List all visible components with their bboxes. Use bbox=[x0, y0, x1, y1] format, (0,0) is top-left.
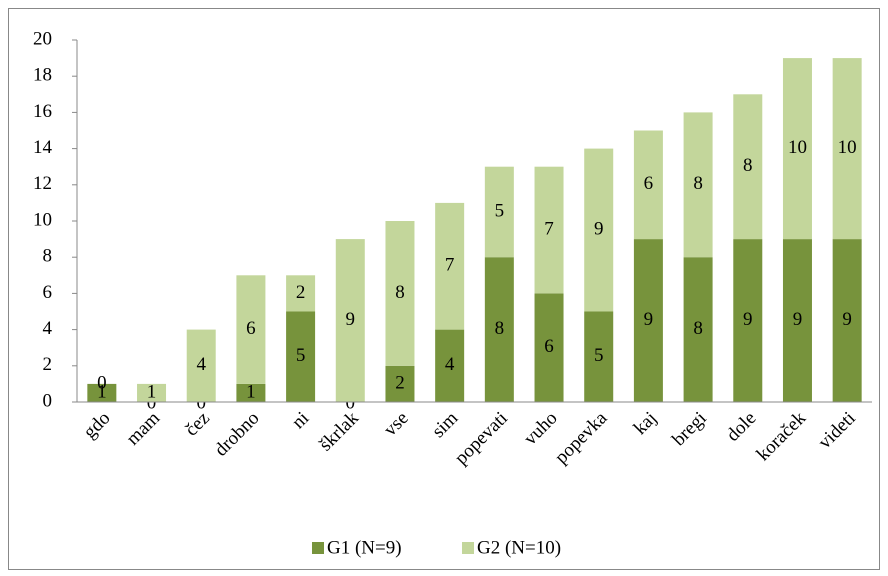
bar-segment bbox=[584, 148, 614, 312]
data-label: 9 bbox=[594, 218, 604, 239]
bar-segment bbox=[683, 257, 713, 402]
y-tick-label: 20 bbox=[33, 28, 52, 49]
data-label: 6 bbox=[544, 336, 554, 357]
bar-segment bbox=[286, 311, 316, 402]
data-label: 5 bbox=[594, 345, 604, 366]
data-label: 1 bbox=[97, 381, 107, 402]
y-tick-label: 14 bbox=[33, 137, 53, 158]
bar-segment bbox=[236, 275, 266, 384]
y-tick-label: 0 bbox=[43, 390, 53, 411]
bar-segment bbox=[832, 239, 862, 402]
data-label: 1 bbox=[147, 381, 157, 402]
bar-segment bbox=[385, 365, 415, 402]
data-label: 8 bbox=[495, 318, 505, 339]
bar-segment bbox=[435, 202, 465, 330]
bar-segment bbox=[484, 166, 514, 258]
data-label: 8 bbox=[743, 155, 753, 176]
legend-swatch bbox=[312, 542, 324, 554]
data-label: 0 bbox=[147, 392, 157, 413]
data-label: 8 bbox=[693, 173, 703, 194]
bar-segment bbox=[733, 94, 763, 240]
data-label: 10 bbox=[788, 137, 807, 158]
bar-segment bbox=[633, 130, 663, 240]
legend-label: G2 (N=10) bbox=[477, 537, 561, 558]
y-tick-label: 10 bbox=[33, 209, 52, 230]
data-label: 8 bbox=[693, 318, 703, 339]
data-label: 10 bbox=[838, 137, 857, 158]
y-tick-label: 4 bbox=[43, 318, 53, 339]
bar-segment bbox=[335, 239, 365, 402]
data-label: 7 bbox=[445, 255, 455, 276]
bar-segment bbox=[534, 166, 564, 294]
data-label: 0 bbox=[196, 392, 206, 413]
bar-segment bbox=[186, 329, 216, 402]
data-label: 9 bbox=[842, 309, 852, 330]
data-label: 6 bbox=[644, 173, 654, 194]
bar-segment bbox=[435, 329, 465, 402]
y-tick-label: 2 bbox=[43, 354, 53, 375]
data-label: 4 bbox=[196, 354, 206, 375]
data-label: 5 bbox=[495, 200, 505, 221]
data-label: 2 bbox=[296, 282, 306, 303]
y-tick-label: 16 bbox=[33, 101, 52, 122]
bar-segment bbox=[782, 239, 812, 402]
data-label: 8 bbox=[395, 282, 405, 303]
legend-label: G1 (N=9) bbox=[327, 537, 402, 558]
data-label: 7 bbox=[544, 218, 554, 239]
bar-segment bbox=[87, 383, 117, 402]
data-label: 9 bbox=[346, 309, 356, 330]
bar-segment bbox=[683, 112, 713, 258]
bar-segment bbox=[137, 383, 167, 402]
bar-segment bbox=[584, 311, 614, 402]
bar-segment bbox=[236, 383, 266, 402]
bar-segment bbox=[385, 221, 415, 366]
data-label: 0 bbox=[346, 392, 356, 413]
bar-segment bbox=[633, 239, 663, 402]
bar-segment bbox=[832, 58, 862, 240]
data-label: 6 bbox=[246, 318, 256, 339]
data-label: 4 bbox=[445, 354, 455, 375]
data-label: 1 bbox=[246, 381, 256, 402]
bar-segment bbox=[286, 275, 316, 312]
data-label: 9 bbox=[793, 309, 803, 330]
data-label: 9 bbox=[644, 309, 654, 330]
data-label: 5 bbox=[296, 345, 306, 366]
data-label: 0 bbox=[97, 372, 107, 393]
y-tick-label: 12 bbox=[33, 173, 52, 194]
bar-segment bbox=[782, 58, 812, 240]
y-tick-label: 18 bbox=[33, 65, 52, 86]
y-tick-label: 8 bbox=[43, 246, 53, 267]
data-label: 9 bbox=[743, 309, 753, 330]
data-label: 2 bbox=[395, 372, 405, 393]
bar-segment bbox=[534, 293, 564, 402]
bar-segment bbox=[733, 239, 763, 402]
bar-segment bbox=[484, 257, 514, 402]
y-tick-label: 6 bbox=[43, 282, 53, 303]
legend-swatch bbox=[462, 542, 474, 554]
